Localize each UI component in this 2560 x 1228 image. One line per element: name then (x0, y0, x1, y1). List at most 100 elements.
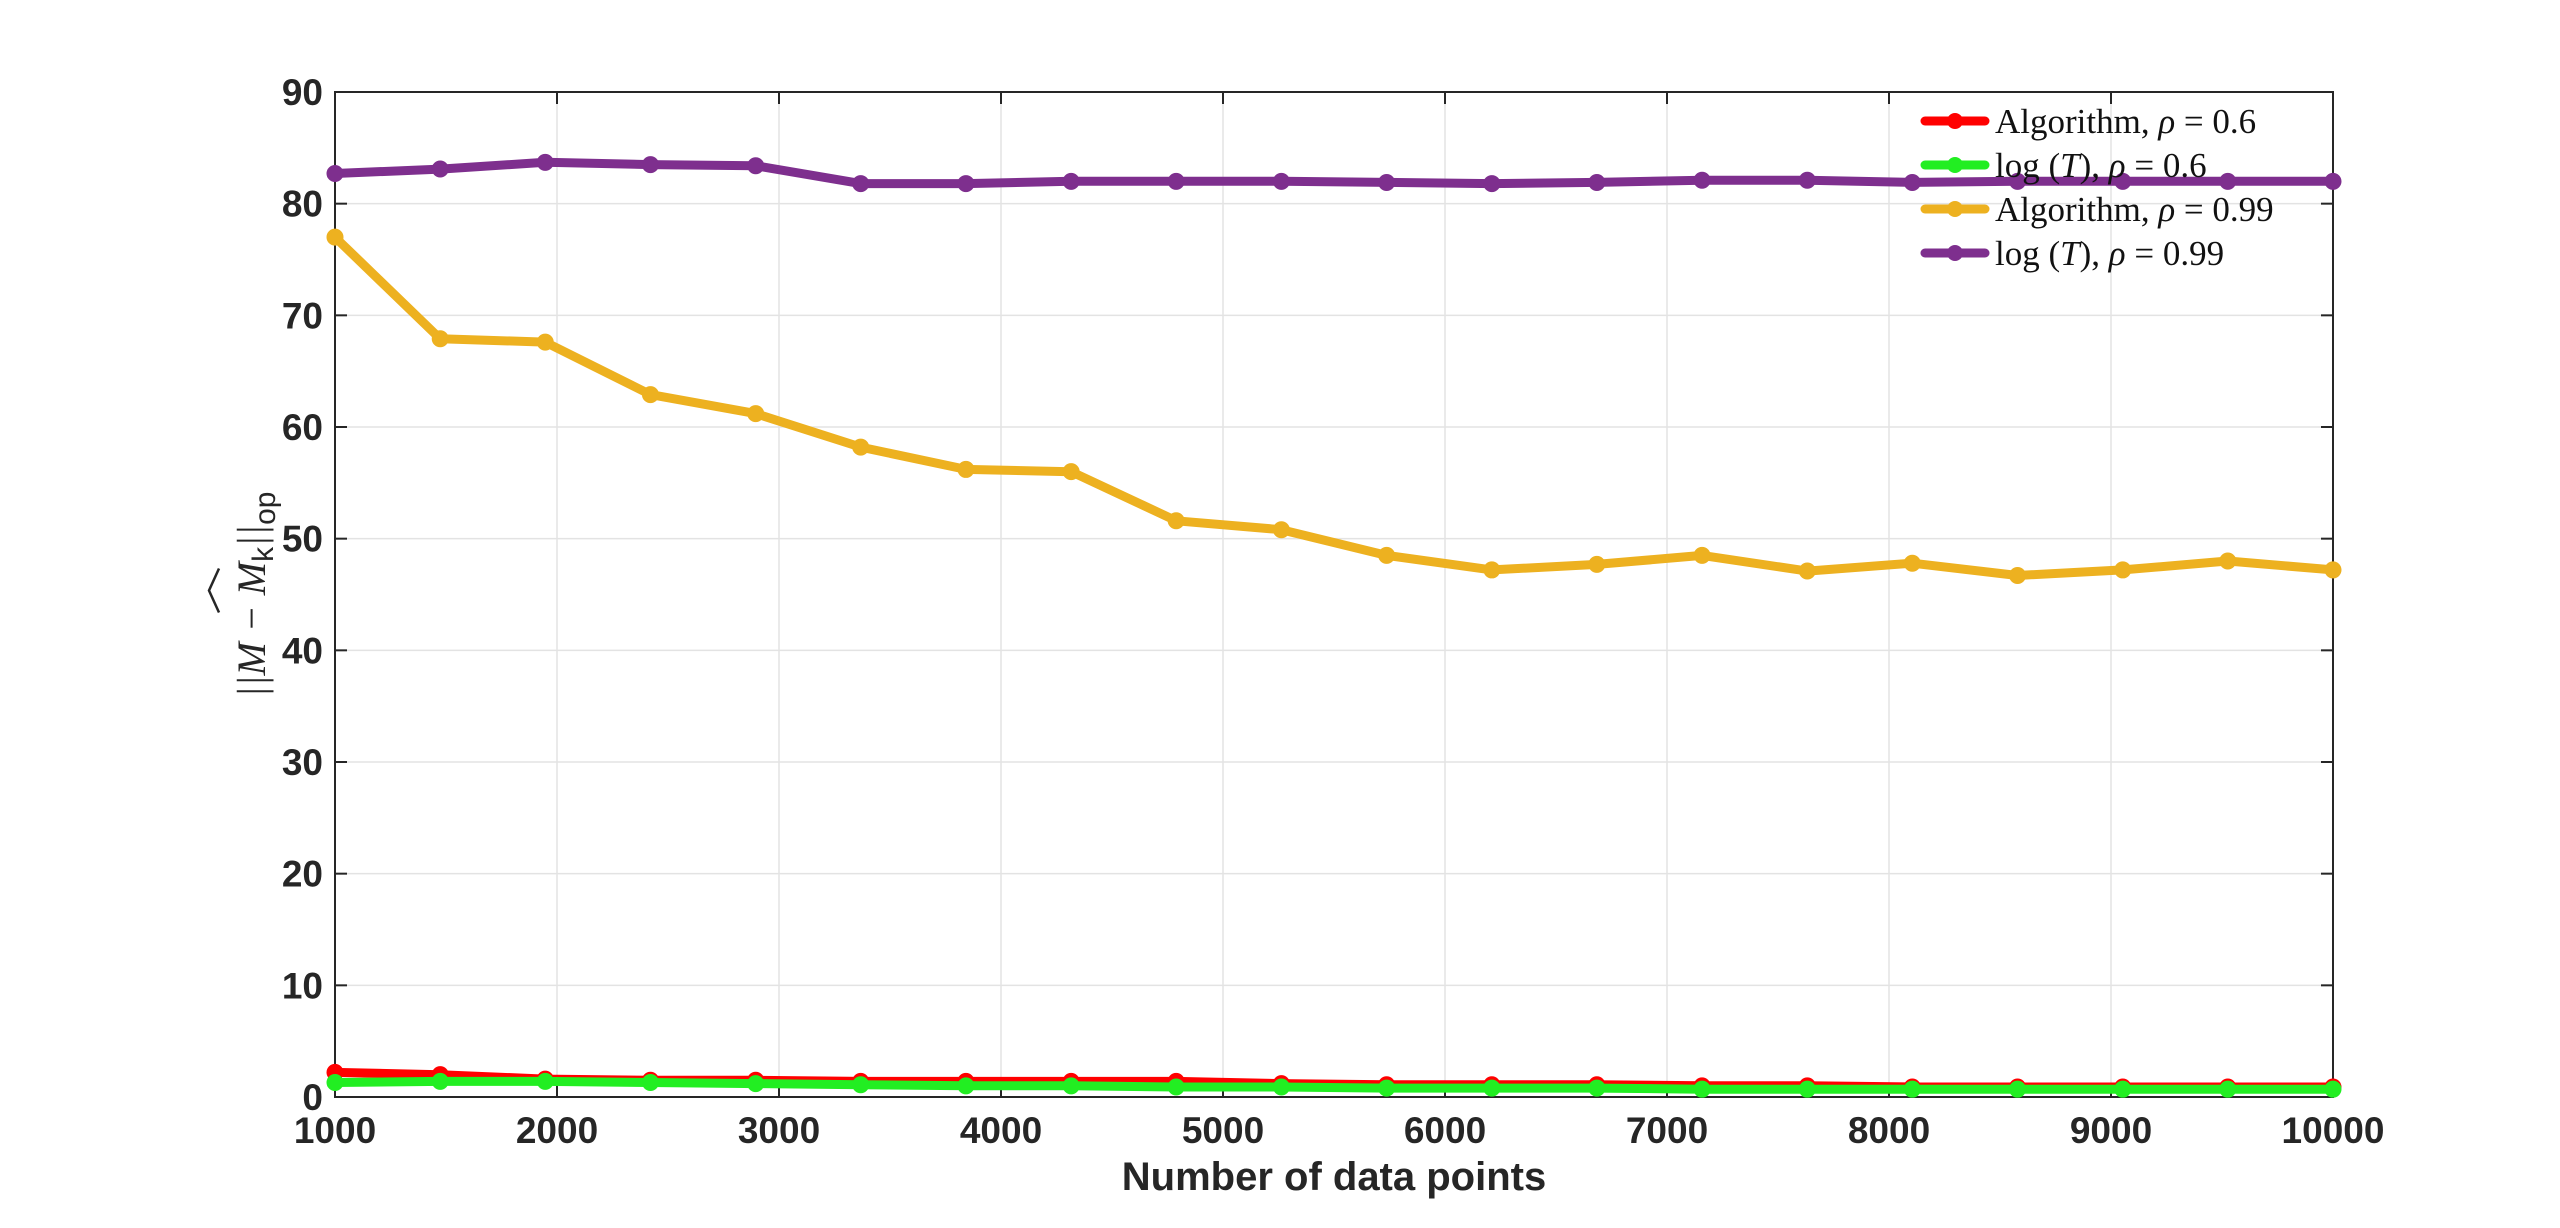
y-tick-label: 10 (282, 965, 323, 1006)
data-point (747, 1075, 765, 1093)
data-point (431, 160, 449, 178)
legend-label-value: = 0.6 (2175, 102, 2256, 141)
legend-marker (1947, 157, 1963, 173)
series-lines (326, 153, 2342, 1098)
x-axis-tick-labels: 1000 2000 3000 4000 5000 6000 7000 8000 9000 1000… (294, 1110, 2385, 1151)
data-point (1798, 1080, 1816, 1098)
y-axis-title-text: ||M − Mk||op (229, 491, 282, 697)
x-tick-label: 2000 (516, 1110, 598, 1151)
legend-label: Algorithm, ρ = 0.6 (1995, 102, 2256, 141)
data-point (2219, 552, 2237, 570)
data-point (1903, 173, 1921, 191)
legend-label-sep: ), (2080, 234, 2109, 273)
data-point (326, 1073, 344, 1091)
data-point (536, 1072, 554, 1090)
data-point (326, 228, 344, 246)
data-point (852, 175, 870, 193)
legend-label-value: = 0.99 (2175, 190, 2274, 229)
y-tick-label: 60 (282, 407, 323, 448)
legend-label-symbol: ρ (2108, 146, 2126, 185)
data-point (1693, 546, 1711, 564)
legend-label-symbol: ρ (2157, 102, 2175, 141)
data-point (1693, 171, 1711, 189)
data-point (2324, 561, 2342, 579)
legend-label-symbol: ρ (2157, 190, 2175, 229)
legend-label-symbol: ρ (2108, 234, 2126, 273)
data-point (957, 460, 975, 478)
data-point (2114, 561, 2132, 579)
series-line (330, 232, 2338, 580)
data-point (1798, 562, 1816, 580)
data-point (1378, 1079, 1396, 1097)
legend-item: Algorithm, ρ = 0.6 (1920, 102, 2256, 141)
data-point (1903, 554, 1921, 572)
legend-item: log (T), ρ = 0.99 (1920, 234, 2224, 273)
legend-label-value: = 0.6 (2126, 146, 2207, 185)
y-axis-title: ||M − Mk||op (207, 491, 282, 698)
data-point (2009, 1080, 2027, 1098)
data-point (536, 333, 554, 351)
data-point (957, 175, 975, 193)
data-point (2219, 172, 2237, 190)
series-3 (326, 153, 2342, 193)
data-point (2009, 567, 2027, 585)
data-point (1588, 1079, 1606, 1097)
legend-item: Algorithm, ρ = 0.99 (1920, 190, 2274, 229)
data-point (852, 1076, 870, 1094)
data-point (2114, 172, 2132, 190)
data-point (2114, 1080, 2132, 1098)
series-line (330, 157, 2338, 189)
y-axis-title-norm: || (229, 525, 274, 547)
x-axis-title: Number of data points (1122, 1155, 1546, 1199)
data-point (1378, 546, 1396, 564)
y-tick-label: 80 (282, 184, 323, 225)
y-tick-label: 90 (282, 72, 323, 113)
legend-label-T: T (2060, 146, 2082, 185)
legend-label-value: = 0.99 (2126, 234, 2225, 273)
y-axis-title-left: ||M − (229, 595, 274, 697)
legend-label: Algorithm, ρ = 0.99 (1995, 190, 2274, 229)
x-tick-label: 10000 (2282, 1110, 2385, 1151)
data-point (1272, 521, 1290, 539)
data-point (641, 386, 659, 404)
x-tick-label: 1000 (294, 1110, 376, 1151)
data-point (1588, 173, 1606, 191)
y-tick-label: 0 (302, 1077, 323, 1118)
data-point (1483, 561, 1501, 579)
legend-label-text: Algorithm, (1995, 190, 2158, 229)
legend-label: log (T), ρ = 0.6 (1995, 146, 2207, 185)
legend-marker (1947, 113, 1963, 129)
legend-label: log (T), ρ = 0.99 (1995, 234, 2224, 273)
data-point (852, 438, 870, 456)
data-point (536, 153, 554, 171)
data-point (747, 405, 765, 423)
data-point (2009, 172, 2027, 190)
legend-label-T: T (2060, 234, 2082, 273)
data-point (2324, 1080, 2342, 1098)
legend-item: log (T), ρ = 0.6 (1920, 146, 2207, 185)
data-point (1167, 1078, 1185, 1096)
data-point (641, 156, 659, 174)
data-point (1378, 173, 1396, 191)
data-point (747, 157, 765, 175)
legend-label-log: log ( (1995, 234, 2060, 273)
legend-label-text: Algorithm, (1995, 102, 2158, 141)
data-point (1062, 1077, 1080, 1095)
data-point (1167, 172, 1185, 190)
y-tick-label: 50 (282, 519, 323, 560)
legend-marker (1947, 201, 1963, 217)
data-point (326, 165, 344, 183)
y-tick-label: 30 (282, 742, 323, 783)
data-point (1272, 172, 1290, 190)
y-tick-label: 20 (282, 854, 323, 895)
data-point (1798, 171, 1816, 189)
data-point (2324, 172, 2342, 190)
series-2 (326, 228, 2342, 585)
data-point (2219, 1080, 2237, 1098)
data-point (1167, 512, 1185, 530)
x-tick-label: 5000 (1182, 1110, 1264, 1151)
data-point (1693, 1080, 1711, 1098)
data-point (1483, 175, 1501, 193)
